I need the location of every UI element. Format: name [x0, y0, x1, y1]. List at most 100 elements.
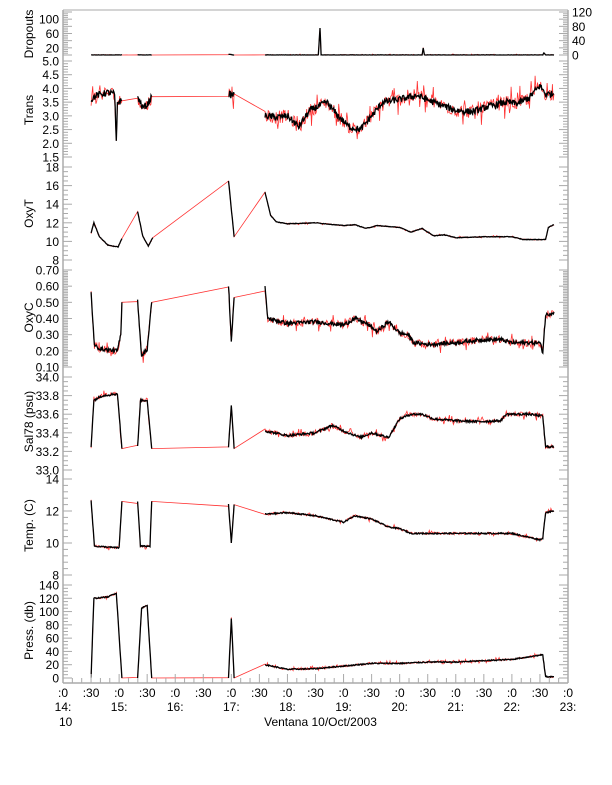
y-axis-label: Dropouts	[22, 10, 36, 59]
y-tick-label: 4.5	[42, 68, 59, 82]
series-segment-press	[227, 618, 235, 679]
series-segment-temp	[136, 501, 153, 549]
series-segment-press	[90, 592, 123, 679]
series-segment-sal78	[90, 392, 123, 449]
x-axis: :0 :30 :0 :30 :0 :30 :0 :30 :0 :30 :0 :30 :0 :30 :0 :30…	[55, 9, 577, 729]
panel-oxyt: 8 10 12 14 16 18 OxyT	[22, 161, 569, 268]
x-hour-label: 16:	[167, 700, 184, 714]
x-axis-title: Ventana 10/Oct/2003	[264, 715, 377, 729]
x-tick-label: :30	[363, 686, 380, 700]
series-line-gap-press	[90, 591, 555, 679]
x-tick-label: :30	[475, 686, 492, 700]
y-tick-label: 12	[46, 505, 60, 519]
series-line-gap-oxyc	[90, 286, 555, 363]
x-tick-label: :0	[563, 686, 573, 700]
y-tick-label: 4.0	[42, 82, 59, 96]
x-tick-label: :0	[114, 686, 124, 700]
y-tick-label: 0.40	[36, 312, 60, 326]
y-tick-label: 16	[46, 179, 60, 193]
x-tick-label: :0	[226, 686, 236, 700]
series-segment-dropouts	[228, 53, 235, 56]
series-segment-oxyc	[264, 286, 555, 355]
panel-trans: 1.52.02.53.03.54.04.55.0 Trans	[22, 55, 569, 165]
y-tick-label: 60	[46, 632, 60, 646]
x-tick-label: :0	[58, 686, 68, 700]
x-tick-label: :0	[339, 686, 349, 700]
x-tick-label: :30	[532, 686, 549, 700]
y-tick-label: 100	[39, 605, 59, 619]
series-line-gap-temp	[90, 499, 555, 551]
series-segment-oxyc	[136, 299, 153, 357]
y-tick-label: 33.6	[36, 408, 60, 422]
y-tick-label: 33.8	[36, 389, 60, 403]
y-tick-label: 2.0	[42, 137, 59, 151]
y-tick-label: 8	[52, 254, 59, 268]
y-tick-label: 0.70	[36, 264, 60, 278]
y-tick-label: 5.0	[42, 55, 59, 69]
y-tick-label: 0.60	[36, 280, 60, 294]
y-tick-label: 33.2	[36, 445, 60, 459]
series-line-gap-dropouts	[91, 28, 555, 56]
x-tick-label: :0	[170, 686, 180, 700]
panel-temp: 8 10 12 14 Temp. (C)	[22, 473, 569, 583]
series-segment-oxyc	[90, 292, 123, 355]
x-hour-label: 15:	[111, 700, 128, 714]
x-tick-label: :0	[395, 686, 405, 700]
series-segment-oxyt	[227, 180, 235, 237]
y-tick-label: 12	[46, 216, 60, 230]
x-tick-label: :30	[139, 686, 156, 700]
x-tick-label: :0	[282, 686, 292, 700]
panel-oxyc: 0.10 0.20 0.30 0.40 0.50 0.60 0.70 OxyC	[22, 264, 569, 375]
y-tick-label: 14	[46, 473, 60, 487]
y-tick-label: 0	[52, 672, 59, 686]
series-segment-oxyc	[227, 286, 235, 342]
y-axis-label: Press. (db)	[22, 601, 36, 660]
series-segment-oxyt	[136, 211, 154, 248]
series-segment-sal78	[227, 405, 235, 449]
y-axis-label: OxyC	[22, 302, 36, 332]
series-segment-press	[136, 604, 153, 679]
x-tick-label: :30	[307, 686, 324, 700]
y-tick-label: 20	[46, 658, 60, 672]
x-tick-label: :30	[83, 686, 100, 700]
y-tick-label: 0.20	[36, 344, 60, 358]
x-hour-label: 23:	[560, 700, 577, 714]
y-tick-label: 10	[46, 537, 60, 551]
y-tick-label: 10	[46, 235, 60, 249]
y-tick-label: 18	[46, 161, 60, 175]
x-hour-label: 19:	[335, 700, 352, 714]
series-segment-temp	[265, 510, 555, 542]
series-segment-trans	[264, 83, 555, 134]
y-tick-label: 120	[39, 592, 59, 606]
x-tick-label: :30	[195, 686, 212, 700]
x-tick-label: :30	[419, 686, 436, 700]
y-tick-label: 60	[46, 27, 60, 41]
panels: 020406080100120Dropouts1.52.02.53.03.54.…	[22, 6, 592, 686]
series-segment-sal78	[136, 397, 153, 449]
series-segment-trans	[228, 90, 235, 99]
series-segment-oxyt	[264, 192, 555, 241]
y-tick-label: 33.4	[36, 426, 60, 440]
x-hour-label: 20:	[391, 700, 408, 714]
series-segment-trans	[90, 88, 123, 141]
y-tick-label: 8	[52, 569, 59, 583]
y-tick-label: 14	[46, 198, 60, 212]
x-hour-label: 21:	[447, 700, 464, 714]
y-tick-label: 0.50	[36, 296, 60, 310]
y-tick-label: 40	[572, 34, 586, 48]
y-tick-label: 3.0	[42, 109, 59, 123]
series-line-gap-sal78	[90, 390, 555, 450]
x-tick-label: :0	[507, 686, 517, 700]
y-tick-label: 80	[572, 20, 586, 34]
series-segment-trans	[137, 92, 153, 110]
series-line-gap-trans	[90, 75, 555, 141]
y-tick-label: 2.5	[42, 123, 59, 137]
series-segment-oxyt	[90, 220, 123, 249]
x-hour-label: 22:	[504, 700, 521, 714]
x-hour-label: 14:	[55, 700, 72, 714]
y-tick-label: 0	[572, 49, 579, 63]
x-hour-label: 18:	[279, 700, 296, 714]
